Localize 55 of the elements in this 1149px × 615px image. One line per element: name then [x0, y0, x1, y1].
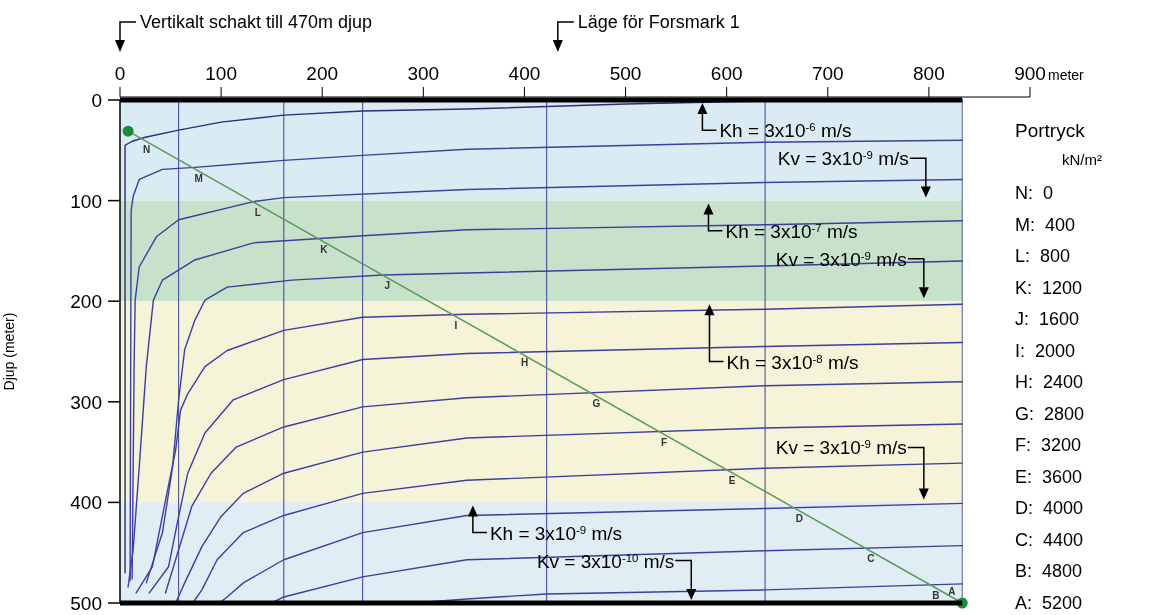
series-label: I	[454, 319, 458, 331]
x-tick-label: 900	[1014, 63, 1046, 84]
series-label: G	[592, 397, 601, 409]
annotation: E: 3600	[1015, 466, 1083, 487]
series-label: H	[520, 357, 529, 369]
series-label: B	[932, 589, 940, 601]
legend-title: Portryck	[1015, 120, 1086, 141]
annotation: Kh = 3x10$^{-6}$ m/s	[719, 120, 852, 142]
series-label: L	[254, 206, 261, 218]
annotation: N: 0	[1015, 183, 1054, 203]
annotation: Kv = 3x10$^{-9}$ m/s	[777, 148, 909, 170]
y-tick-label: 300	[70, 391, 102, 413]
annotation: Kh = 3x10$^{-8}$ m/s	[726, 351, 859, 373]
y-tick-label: 200	[70, 291, 102, 313]
annotation: K: 1200	[1015, 277, 1083, 298]
series-label: E	[728, 474, 736, 486]
text: Läge för Forsmark 1	[577, 12, 740, 32]
series-label: N	[143, 143, 151, 155]
text: Vertikalt schakt till 470m djup	[140, 12, 373, 32]
text: kN/m²	[1062, 151, 1102, 168]
y-tick-label: 0	[91, 90, 102, 111]
x-tick-label: 0	[114, 63, 126, 84]
x-tick-label: 100	[205, 63, 237, 84]
y-axis-title: Djup (meter)	[1, 312, 17, 391]
y-tick-label: 100	[70, 190, 102, 212]
series-label: J	[384, 280, 391, 292]
annotation: H: 2400	[1015, 372, 1084, 392]
series-label: F	[661, 436, 668, 448]
x-tick-label: 400	[508, 63, 541, 84]
annotation: G: 2800	[1015, 403, 1085, 424]
x-tick-label: 800	[913, 63, 945, 84]
series-label: C	[867, 553, 875, 565]
y-tick-label: 500	[70, 593, 102, 614]
annotation: I: 2000	[1015, 340, 1076, 361]
x-tick-label: 200	[306, 63, 339, 84]
annotation: A: 5200	[1015, 592, 1083, 613]
annotation: B: 4800	[1015, 561, 1083, 581]
series-label: D	[795, 512, 804, 524]
x-axis-title: meter	[1048, 67, 1085, 83]
annotation: L: 800	[1015, 246, 1071, 266]
annotation: A	[948, 586, 956, 597]
x-tick-label: 600	[710, 63, 743, 84]
x-tick-label: 500	[609, 63, 642, 84]
annotation: M: 400	[1015, 214, 1076, 235]
annotation: Kv = 3x10$^{-9}$ m/s	[775, 437, 907, 459]
annotation: C: 4400	[1015, 529, 1084, 550]
annotation: J: 1600	[1015, 309, 1080, 329]
y-tick-label: 400	[70, 492, 102, 514]
annotation: D: 4000	[1015, 498, 1084, 518]
annotation: Kh = 3x10$^{-7}$ m/s	[725, 220, 858, 242]
series-label: M	[194, 172, 203, 184]
x-tick-label: 300	[407, 63, 440, 84]
annotation: F: 3200	[1015, 435, 1082, 455]
x-tick-label: 700	[811, 63, 844, 84]
series-label: K	[320, 243, 329, 255]
